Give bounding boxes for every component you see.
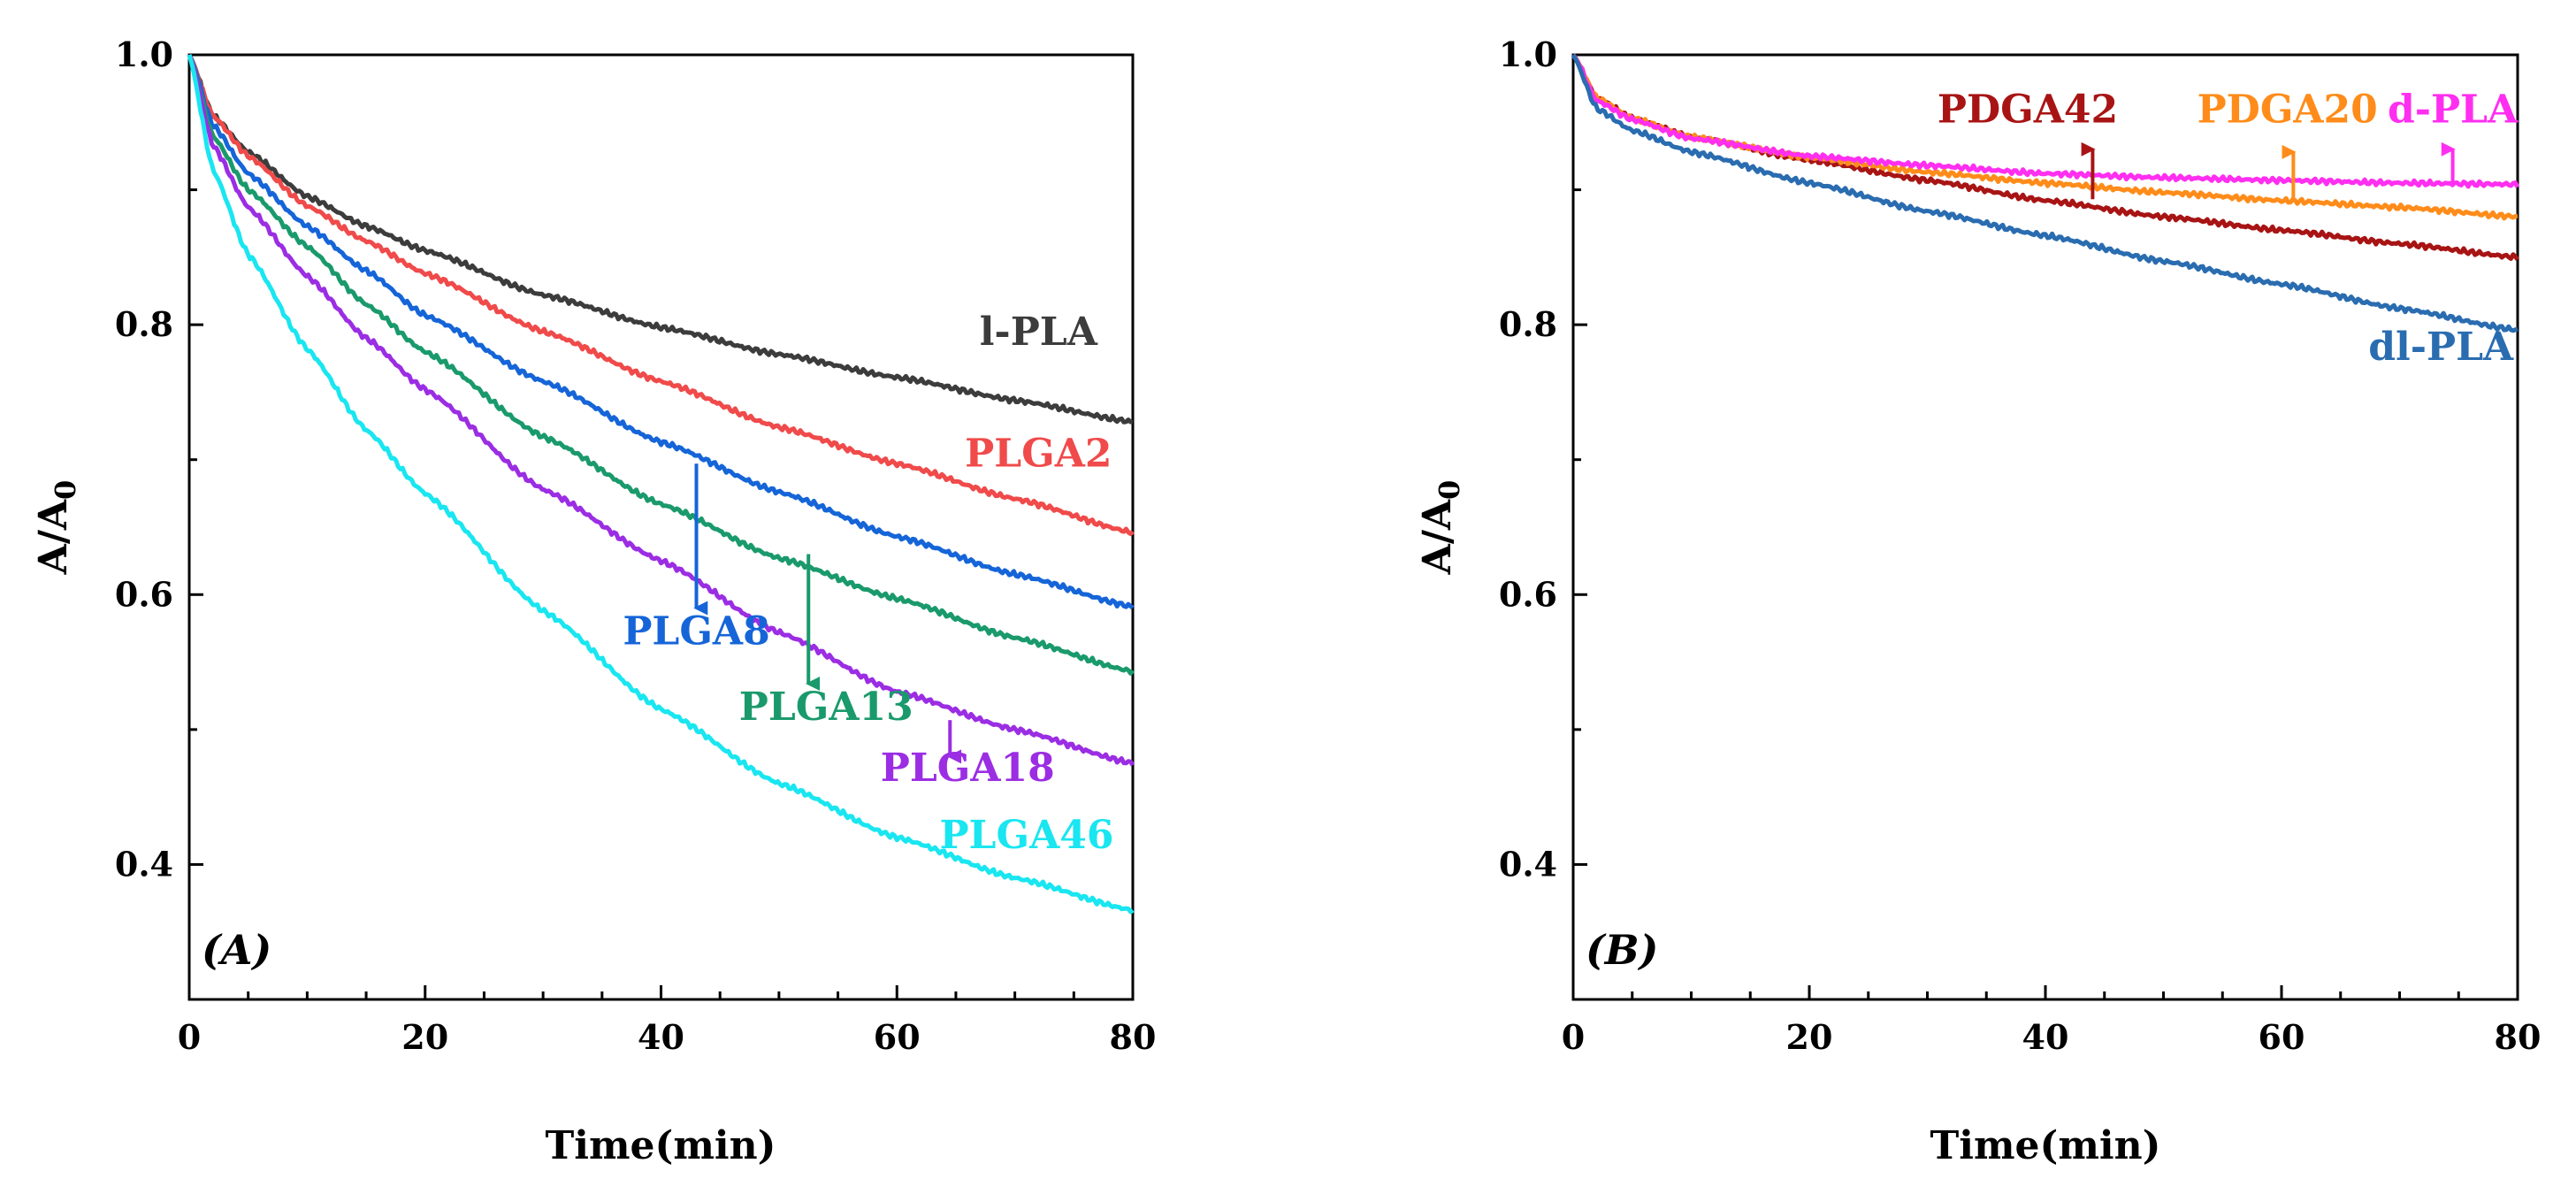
x-tick-label: 80	[2495, 1017, 2542, 1057]
x-tick-label: 60	[2259, 1017, 2305, 1057]
x-axis-title: Time(min)	[546, 1123, 776, 1168]
x-tick-label: 40	[638, 1017, 684, 1057]
y-tick-label: 0.8	[1499, 304, 1557, 344]
y-axis-title: A/A0	[31, 480, 82, 576]
x-tick-label: 0	[1562, 1017, 1585, 1057]
x-tick-label: 20	[401, 1017, 448, 1057]
y-axis-ticks: 0.4 0.6 0.8 1.0	[1499, 34, 1587, 1001]
series-line-plga2	[187, 53, 1135, 537]
series-lines	[187, 53, 1135, 915]
y-tick-label: 0.4	[115, 844, 173, 884]
series-line-l-pla	[187, 53, 1134, 425]
series-label-plga18: PLGA18	[881, 746, 1055, 791]
series-line-plga8	[187, 53, 1135, 610]
y-tick-label: 0.6	[1499, 574, 1557, 614]
series-line-plga46	[187, 54, 1135, 915]
series-label-pdga42: PDGA42	[1938, 87, 2118, 132]
panel-a: 0 20 40 60 80 0.4 0.6 0.8 1.0 l-PLA PLGA2 PLGA8 PL…	[31, 34, 1156, 1168]
series-label-plga46: PLGA46	[939, 813, 1113, 858]
x-axis-ticks: 0 20 40 60 80	[178, 985, 1157, 1057]
series-label-plga13: PLGA13	[739, 685, 913, 730]
series-line-pdga20	[1571, 53, 2519, 221]
series-lines	[1571, 53, 2520, 333]
series-annotations: PDGA42 PDGA20 d-PLA dl-PLA	[1938, 87, 2519, 370]
series-line-plga13	[187, 54, 1135, 676]
x-tick-label: 60	[874, 1017, 921, 1057]
series-line-dl-pla	[1571, 53, 2519, 333]
y-tick-label: 1.0	[1499, 34, 1557, 74]
x-tick-label: 20	[1786, 1017, 1833, 1057]
x-axis-ticks: 0 20 40 60 80	[1562, 985, 2542, 1057]
x-axis-title: Time(min)	[1930, 1123, 2161, 1168]
series-label-l-pla: l-PLA	[980, 310, 1098, 355]
panel-label: (B)	[1586, 926, 1658, 974]
series-label-plga8: PLGA8	[623, 609, 769, 654]
panel-b: 0 20 40 60 80 0.4 0.6 0.8 1.0 PDGA42 PDGA20 d-PLA…	[1415, 34, 2541, 1168]
panel-label: (A)	[202, 926, 271, 974]
y-axis-title: A/A0	[1415, 480, 1466, 576]
x-tick-label: 40	[2022, 1017, 2069, 1057]
series-label-plga2: PLGA2	[965, 431, 1112, 476]
x-tick-label: 0	[178, 1017, 201, 1057]
series-line-plga18	[187, 54, 1135, 767]
y-tick-label: 0.6	[115, 574, 173, 614]
y-tick-label: 0.4	[1499, 844, 1557, 884]
series-label-dl-pla: dl-PLA	[2368, 325, 2514, 370]
series-label-pdga20: PDGA20	[2198, 87, 2378, 132]
series-label-d-pla: d-PLA	[2388, 87, 2519, 132]
series-annotations: l-PLA PLGA2 PLGA8 PLGA13 PLGA18 PLGA46	[623, 310, 1113, 858]
y-tick-label: 1.0	[115, 34, 173, 74]
series-line-d-pla	[1571, 53, 2520, 189]
x-tick-label: 80	[1110, 1017, 1157, 1057]
plot-frame	[1571, 53, 2519, 1001]
y-axis-ticks: 0.4 0.6 0.8 1.0	[115, 34, 203, 1001]
y-tick-label: 0.8	[115, 304, 173, 344]
